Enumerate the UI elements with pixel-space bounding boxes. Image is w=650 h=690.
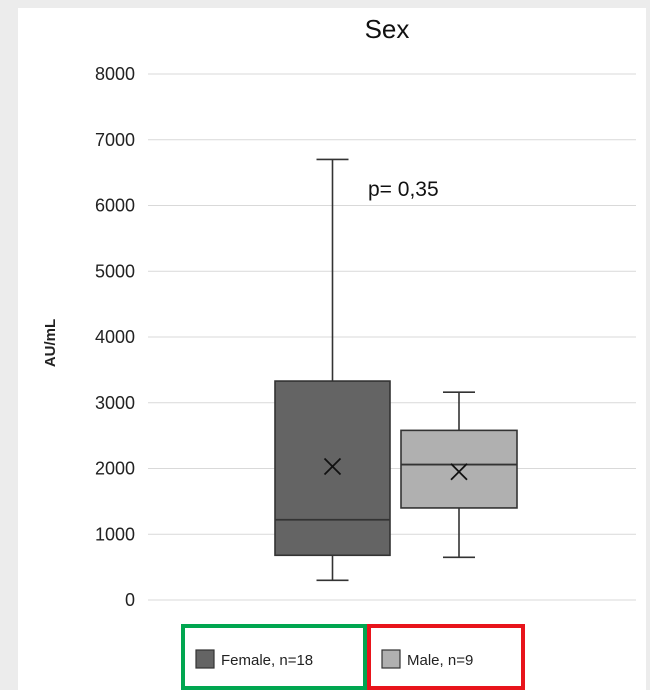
chart-figure: Sex AU/mL 0 1000 2000 3000 4000 5000 6000 7000 8… (18, 8, 646, 690)
mean-marker (450, 463, 468, 481)
boxes (274, 158, 518, 582)
legend-highlight-box (181, 624, 367, 690)
iqr-box (274, 380, 391, 557)
y-tick-label: 5000 (95, 261, 135, 281)
mean-marker (323, 457, 342, 476)
iqr-box (400, 429, 518, 509)
y-tick-label: 2000 (95, 459, 135, 479)
y-tick-label: 1000 (95, 524, 135, 544)
y-tick-label: 7000 (95, 130, 135, 150)
y-tick-label: 6000 (95, 196, 135, 216)
y-tick-labels: 0 1000 2000 3000 4000 5000 6000 7000 8000 (95, 64, 135, 610)
y-axis-label: AU/mL (42, 319, 59, 367)
gridlines (148, 73, 636, 601)
legend-item-1: Female, n=18 (181, 624, 367, 690)
legend: Female, n=18 Male, n=9 (181, 624, 525, 690)
p-value-annotation: p= 0,35 (368, 178, 439, 201)
legend-label: Female, n=18 (221, 652, 313, 669)
legend-swatch (195, 649, 215, 669)
legend-item-2: Male, n=9 (367, 624, 525, 690)
legend-label: Male, n=9 (407, 652, 473, 669)
legend-swatch (381, 649, 401, 669)
y-tick-label: 3000 (95, 393, 135, 413)
box-plot-chart: Sex AU/mL 0 1000 2000 3000 4000 5000 6000 7000 8… (42, 14, 636, 690)
y-tick-label: 4000 (95, 327, 135, 347)
box-series-1 (274, 158, 391, 582)
chart-title: Sex (365, 14, 410, 44)
y-tick-label: 8000 (95, 64, 135, 84)
legend-highlight-box (367, 624, 525, 690)
box-series-2 (400, 391, 518, 559)
y-tick-label: 0 (125, 590, 135, 610)
